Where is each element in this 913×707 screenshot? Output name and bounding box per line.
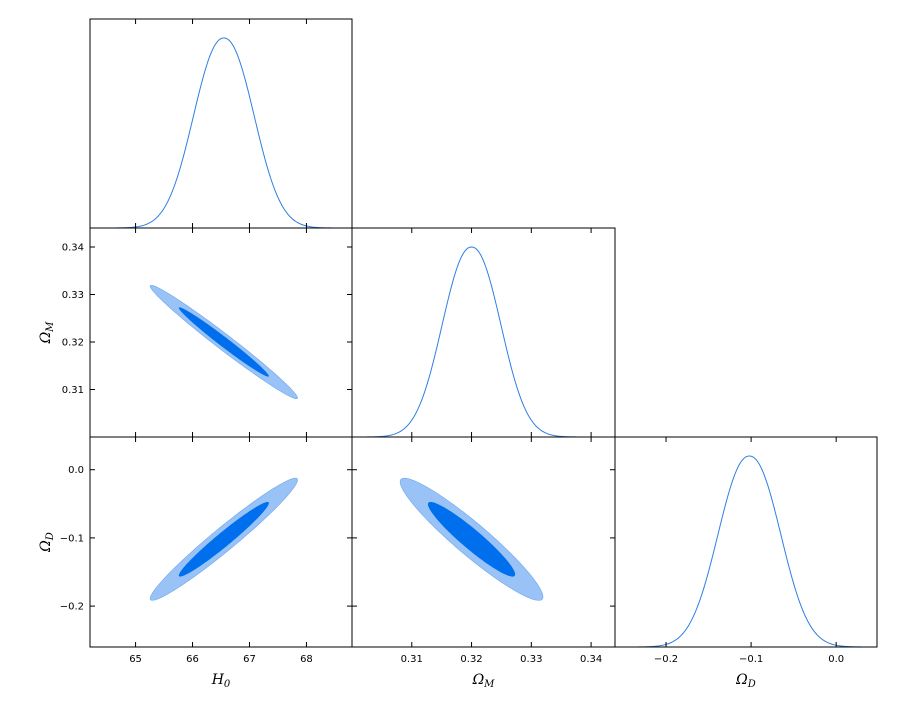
- y-tick-label-OmegaM: 0.31: [62, 385, 84, 396]
- panel-frame-2-2: [614, 436, 878, 648]
- pdf-curve-H0: [90, 37, 352, 229]
- x-tick-label-OmegaD: −0.1: [739, 654, 763, 665]
- pdf-panel-OmegaD: [615, 455, 878, 648]
- pdf-panel-OmegaM: [351, 246, 615, 438]
- y-axis-label-OmegaD: ΩD: [38, 532, 56, 553]
- pdf-curve-OmegaD: [615, 455, 878, 648]
- y-axis-label-OmegaM: ΩM: [38, 321, 56, 345]
- contour-1sigma: [178, 307, 269, 377]
- contour-1sigma: [427, 501, 516, 577]
- y-tick-label-OmegaM: 0.33: [62, 290, 84, 301]
- y-tick-label-OmegaD: −0.2: [60, 602, 84, 613]
- contour-1sigma: [178, 501, 269, 577]
- panel-frame-0-0: [89, 18, 353, 229]
- pdf-curve-OmegaM: [351, 246, 615, 438]
- x-tick-label-H0: 66: [186, 654, 199, 665]
- contour-panel-H0-OmegaM: [149, 284, 298, 400]
- y-tick-label-OmegaM: 0.34: [62, 243, 84, 254]
- x-tick-label-OmegaM: 0.32: [460, 654, 482, 665]
- x-tick-label-H0: 65: [129, 654, 142, 665]
- x-tick-label-OmegaM: 0.31: [401, 654, 423, 665]
- x-tick-label-OmegaM: 0.34: [580, 654, 602, 665]
- y-tick-label-OmegaD: −0.1: [60, 533, 84, 544]
- labels: 65 66 67 68 H0 0.31 0.32 0.33 0.34 ΩM −0.2 −0.1 0.0 Ω…: [38, 243, 844, 691]
- pdf-panel-H0: [90, 37, 352, 229]
- x-axis-label-OmegaD: ΩD: [735, 672, 756, 690]
- x-axis-label-H0: H0: [211, 672, 231, 690]
- y-tick-label-OmegaD: 0.0: [68, 465, 84, 476]
- x-axis-label-OmegaM: ΩM: [472, 672, 496, 690]
- contour-panel-H0-OmegaD: [149, 477, 298, 601]
- ticks: [90, 19, 837, 647]
- panel-frame-1-1: [351, 227, 616, 438]
- x-tick-label-H0: 67: [243, 654, 256, 665]
- y-tick-label-OmegaM: 0.32: [62, 338, 84, 349]
- panels: [89, 18, 878, 648]
- x-tick-label-OmegaD: 0.0: [828, 654, 844, 665]
- x-tick-label-OmegaM: 0.33: [520, 654, 542, 665]
- contour-panel-OmegaM-OmegaD: [399, 477, 544, 601]
- x-tick-label-OmegaD: −0.2: [654, 654, 678, 665]
- x-tick-label-H0: 68: [300, 654, 313, 665]
